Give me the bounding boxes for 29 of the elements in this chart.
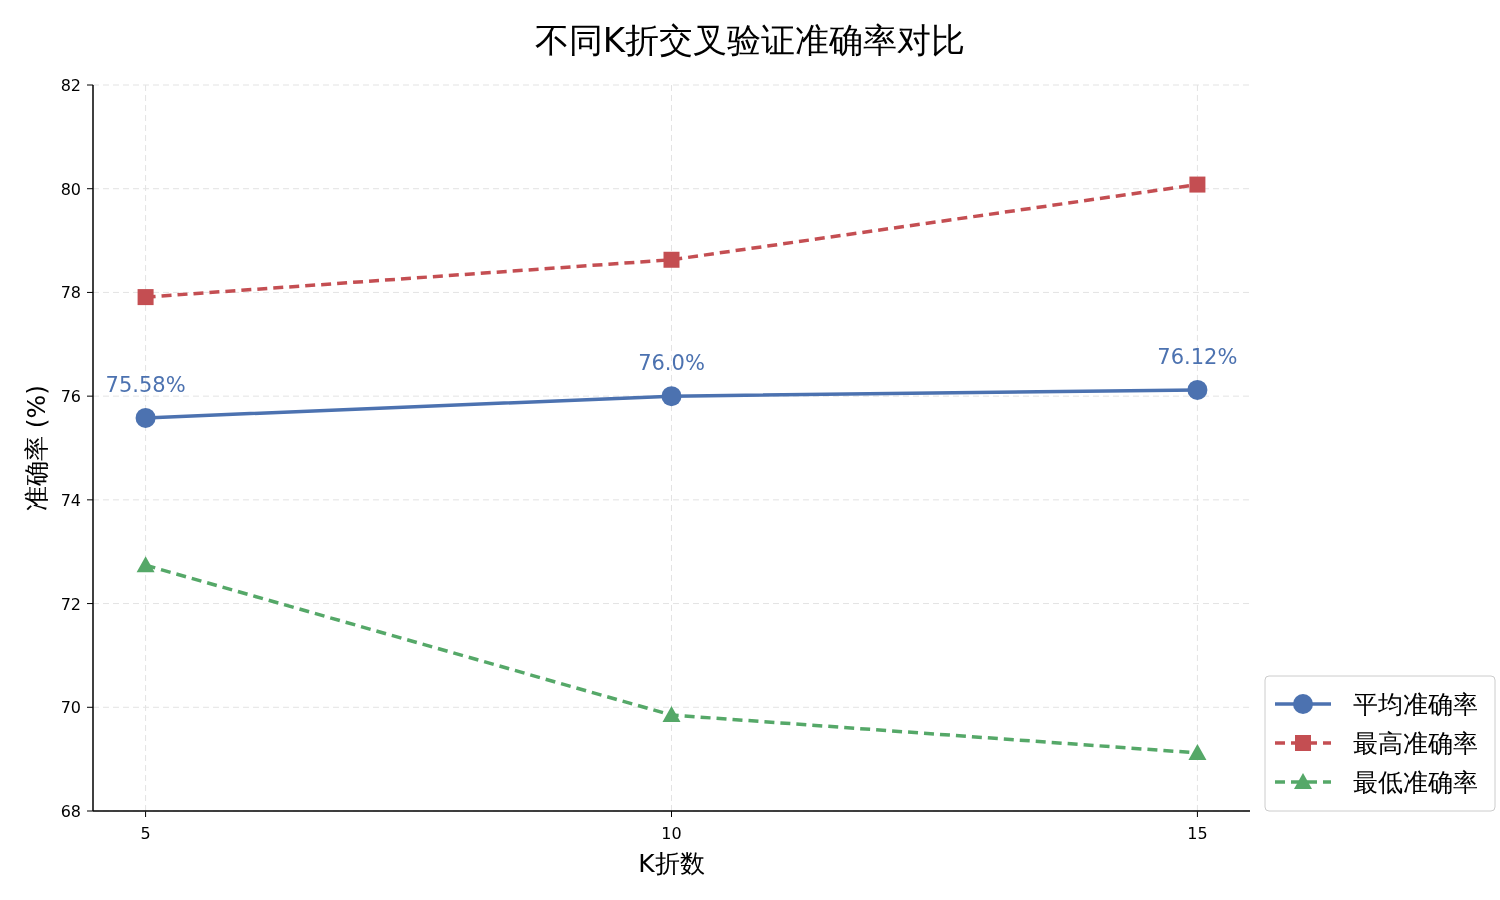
point <box>137 289 154 306</box>
point <box>135 407 156 428</box>
y-tick-label: 68 <box>60 802 81 821</box>
legend-label: 平均准确率 <box>1353 690 1478 719</box>
y-axis-title: 准确率 (%) <box>22 384 51 512</box>
x-axis-title: K折数 <box>638 849 705 878</box>
point <box>136 556 155 573</box>
y-tick-label: 74 <box>60 490 81 510</box>
legend-label: 最高准确率 <box>1353 729 1478 758</box>
data-label: 76.0% <box>638 351 705 376</box>
x-tick-label: 5 <box>140 824 151 843</box>
legend-label: 最低准确率 <box>1353 768 1478 797</box>
y-tick-label: 76 <box>60 387 81 407</box>
point <box>1189 176 1206 193</box>
point <box>663 251 680 268</box>
y-tick-label: 70 <box>60 698 81 718</box>
point <box>1187 379 1208 400</box>
y-tick-label: 80 <box>60 179 81 199</box>
y-tick-label: 78 <box>60 283 81 303</box>
point <box>1188 743 1207 760</box>
point <box>661 386 682 407</box>
point <box>662 706 681 723</box>
chart-title: 不同K折交叉验证准确率对比 <box>534 20 966 60</box>
y-tick-label: 72 <box>60 594 81 614</box>
data-label: 75.58% <box>105 372 186 397</box>
x-tick-label: 10 <box>661 824 682 843</box>
data-label: 76.12% <box>1157 344 1238 369</box>
y-tick-label: 82 <box>60 76 81 95</box>
x-tick-label: 15 <box>1187 824 1208 843</box>
